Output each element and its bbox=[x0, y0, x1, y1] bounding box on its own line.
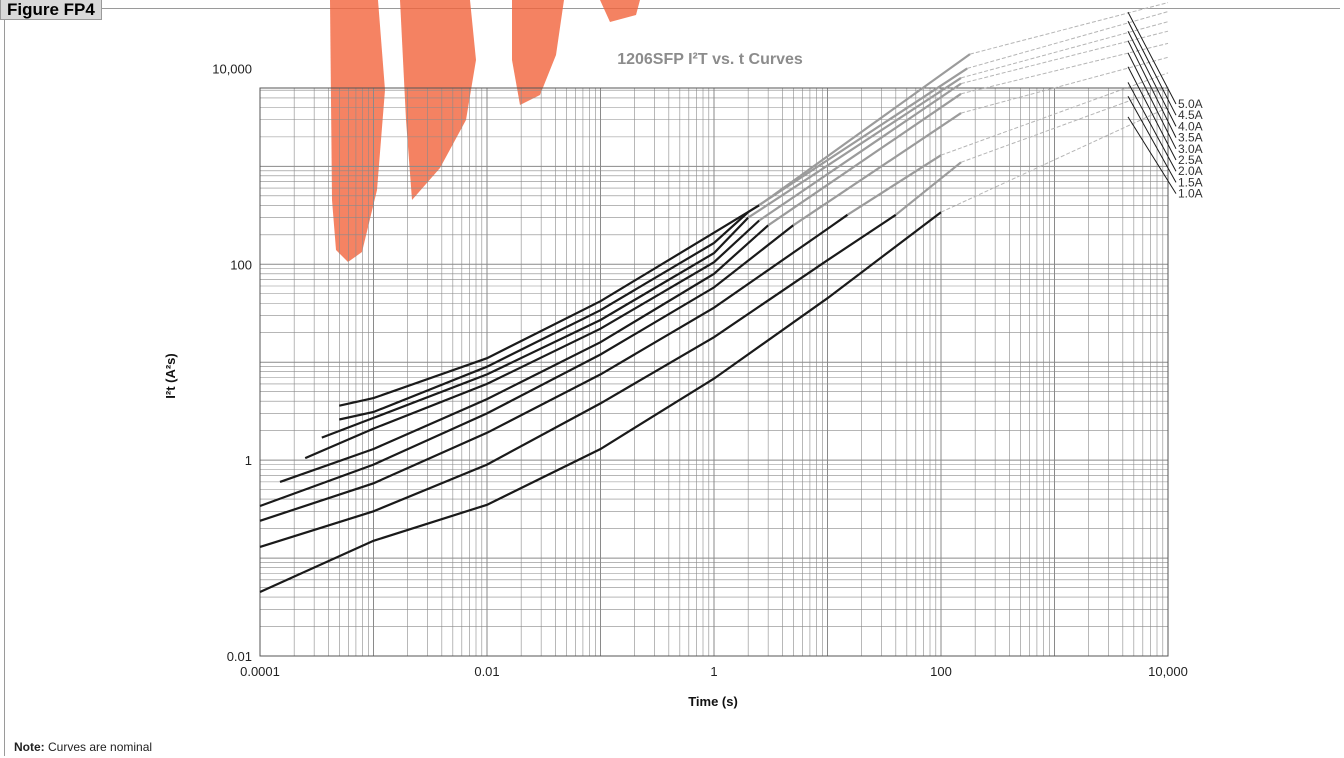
y-tick-label: 100 bbox=[230, 257, 252, 272]
series-leader-5.0A bbox=[1127, 11, 1177, 105]
series-line-3.5A bbox=[304, 219, 760, 460]
x-tick-label: 10,000 bbox=[1148, 664, 1188, 679]
series-dashed-4.5A bbox=[967, 11, 1169, 69]
series-line-2.0A bbox=[259, 213, 849, 522]
figure-frame bbox=[4, 8, 1340, 756]
series-leader-4.0A bbox=[1127, 30, 1177, 127]
series-label: 3.5A bbox=[1178, 131, 1203, 145]
series-label: 2.5A bbox=[1178, 153, 1203, 167]
x-tick-label: 100 bbox=[930, 664, 952, 679]
series-extension-4.0A bbox=[747, 76, 962, 219]
series-extension-3.5A bbox=[758, 82, 962, 222]
y-axis-label: I²t (A²s) bbox=[163, 353, 178, 399]
series-extension-2.5A bbox=[792, 112, 962, 227]
note: Note: Curves are nominal bbox=[14, 740, 152, 754]
series-leader-2.0A bbox=[1127, 82, 1177, 172]
chart-title: 1206SFP I²T vs. t Curves bbox=[617, 51, 803, 68]
figure-label: Figure FP4 bbox=[0, 0, 102, 20]
series-label: 4.5A bbox=[1178, 108, 1203, 122]
y-tick-label: 0.01 bbox=[227, 649, 252, 664]
series-label: 4.0A bbox=[1178, 119, 1203, 133]
x-tick-label: 0.0001 bbox=[240, 664, 280, 679]
plot-border bbox=[259, 87, 1169, 657]
series-line-4.0A bbox=[321, 216, 749, 439]
y-tick-label: 1 bbox=[245, 453, 252, 468]
series-leader-3.5A bbox=[1127, 40, 1177, 138]
series-leader-1.5A bbox=[1127, 95, 1177, 183]
series-label: 3.0A bbox=[1178, 142, 1203, 156]
series-dashed-1.5A bbox=[960, 86, 1169, 163]
x-tick-label: 1 bbox=[710, 664, 717, 679]
series-label: 5.0A bbox=[1178, 97, 1203, 111]
series-leader-2.5A bbox=[1127, 66, 1177, 161]
x-axis-label: Time (s) bbox=[688, 694, 738, 709]
series-line-5.0A bbox=[339, 204, 760, 407]
x-tick-label: 0.01 bbox=[474, 664, 499, 679]
y-tick-label: 10,000 bbox=[212, 61, 252, 76]
series-extension-1.5A bbox=[895, 161, 962, 216]
series-line-1.5A bbox=[259, 213, 897, 548]
series-line-2.5A bbox=[259, 224, 794, 508]
series-leader-1.0A bbox=[1127, 116, 1177, 194]
series-extension-5.0A bbox=[758, 53, 971, 207]
note-label: Note: bbox=[14, 740, 45, 754]
series-label: 1.0A bbox=[1178, 187, 1203, 201]
series-line-3.0A bbox=[279, 224, 769, 483]
series-dashed-3.5A bbox=[960, 30, 1169, 85]
series-dashed-3.0A bbox=[960, 42, 1169, 95]
series-dashed-5.0A bbox=[969, 2, 1169, 55]
series-leader-3.0A bbox=[1127, 52, 1177, 150]
series-line-1.0A bbox=[259, 211, 942, 594]
series-leader-4.5A bbox=[1127, 20, 1177, 116]
series-label: 2.0A bbox=[1178, 164, 1203, 178]
series-line-4.5A bbox=[339, 211, 749, 421]
series-extension-2.0A bbox=[846, 154, 942, 216]
series-label: 1.5A bbox=[1178, 175, 1203, 189]
series-extension-3.0A bbox=[767, 92, 962, 227]
watermark-logo bbox=[330, 0, 640, 262]
note-text: Curves are nominal bbox=[44, 740, 153, 754]
